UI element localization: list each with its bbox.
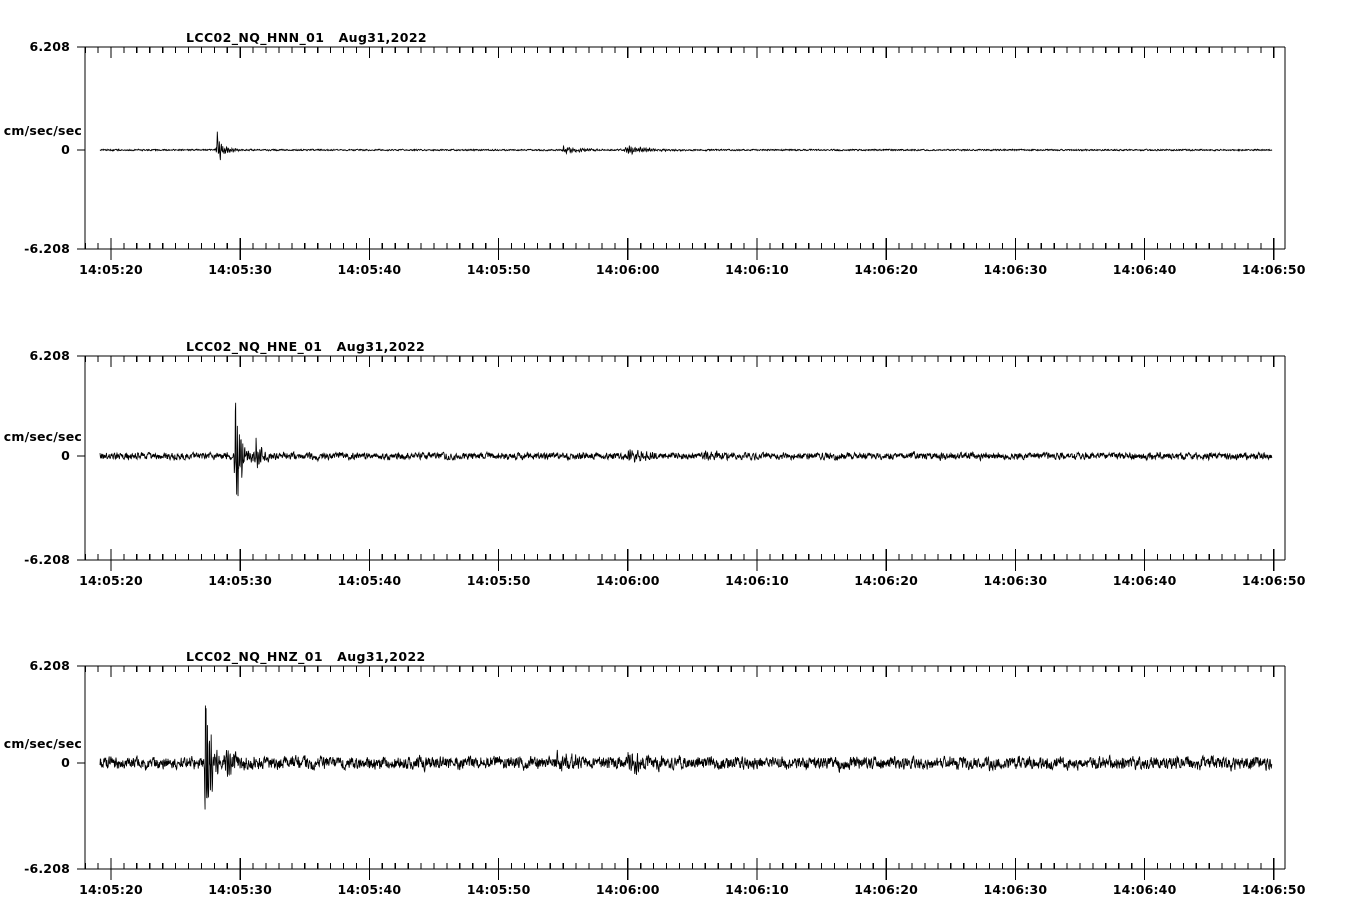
x-tick-label: 14:06:00 [595, 882, 660, 897]
y-tick-label-zero: 0 [61, 448, 70, 463]
x-tick-label: 14:06:20 [854, 882, 919, 897]
y-axis-label: cm/sec/sec [3, 429, 82, 444]
x-tick-label: 14:06:30 [983, 882, 1048, 897]
x-tick-label: 14:05:30 [208, 262, 273, 277]
plot-frame [77, 355, 1286, 561]
waveform-trace [99, 705, 1273, 810]
x-tick-label: 14:06:50 [1241, 882, 1306, 897]
x-tick-label: 14:05:20 [79, 882, 143, 897]
y-tick-label-zero: 0 [61, 142, 70, 157]
x-tick-label: 14:05:50 [466, 573, 531, 588]
y-tick-label-zero: 0 [61, 755, 70, 770]
plot-frame [77, 46, 1286, 250]
waveform-trace [99, 131, 1273, 161]
x-tick-label: 14:06:40 [1112, 262, 1177, 277]
x-tick-label: 14:05:30 [208, 882, 273, 897]
x-tick-label: 14:06:30 [983, 262, 1048, 277]
y-tick-label-max: 6.208 [29, 658, 70, 673]
y-axis-label: cm/sec/sec [3, 736, 82, 751]
x-tick-label: 14:06:50 [1241, 262, 1306, 277]
x-tick-label: 14:05:40 [337, 573, 402, 588]
plot-frame [77, 665, 1286, 870]
panel-title-hne: LCC02_NQ_HNE_01 Aug31,2022 [186, 339, 426, 354]
panel-title-hnn: LCC02_NQ_HNN_01 Aug31,2022 [186, 30, 428, 45]
x-tick-label: 14:06:10 [725, 882, 789, 897]
y-tick-label-min: -6.208 [24, 861, 70, 876]
x-tick-label: 14:05:50 [466, 262, 531, 277]
x-tick-label: 14:06:30 [983, 573, 1048, 588]
y-tick-label-min: -6.208 [24, 552, 70, 567]
x-axis-ticks [84, 666, 1275, 880]
x-tick-label: 14:06:10 [725, 573, 789, 588]
x-tick-label: 14:06:40 [1112, 573, 1177, 588]
x-tick-label: 14:05:20 [79, 573, 143, 588]
x-tick-label: 14:06:00 [595, 573, 660, 588]
y-tick-label-max: 6.208 [29, 348, 70, 363]
x-tick-label: 14:06:00 [595, 262, 660, 277]
waveform-trace [99, 402, 1273, 497]
x-tick-label: 14:06:10 [725, 262, 789, 277]
x-axis-ticks [84, 356, 1275, 571]
x-tick-label: 14:05:40 [337, 262, 402, 277]
y-tick-label-min: -6.208 [24, 241, 70, 256]
panel-title-hnz: LCC02_NQ_HNZ_01 Aug31,2022 [186, 649, 426, 664]
x-tick-label: 14:06:40 [1112, 882, 1177, 897]
x-tick-label: 14:05:20 [79, 262, 143, 277]
x-tick-label: 14:06:20 [854, 262, 919, 277]
x-tick-label: 14:05:40 [337, 882, 402, 897]
x-tick-label: 14:06:50 [1241, 573, 1306, 588]
x-tick-label: 14:05:50 [466, 882, 531, 897]
x-tick-label: 14:05:30 [208, 573, 273, 588]
y-tick-label-max: 6.208 [29, 39, 70, 54]
x-tick-label: 14:06:20 [854, 573, 919, 588]
y-axis-label: cm/sec/sec [3, 123, 82, 138]
x-axis-ticks [84, 47, 1275, 260]
